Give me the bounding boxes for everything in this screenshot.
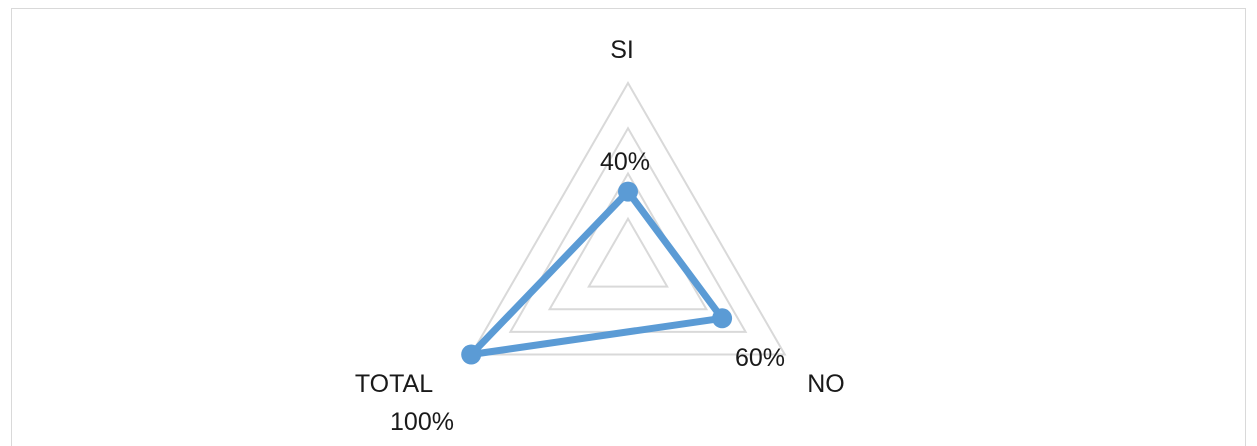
gridline-1 <box>587 216 669 288</box>
value-label-no: 60% <box>735 344 785 372</box>
series-line <box>467 188 726 358</box>
category-label-si: SI <box>610 36 634 64</box>
radar-labels: SI NO TOTAL 40% 60% 100% <box>355 36 845 436</box>
radar-grid <box>469 81 787 356</box>
radar-series <box>461 181 733 365</box>
value-label-si: 40% <box>600 148 650 176</box>
category-label-no: NO <box>807 370 845 398</box>
data-point-si <box>618 181 638 202</box>
value-label-total: 100% <box>390 408 454 436</box>
gridline-4 <box>469 81 787 356</box>
chart-frame <box>11 8 1246 446</box>
data-point-total <box>461 344 482 365</box>
category-label-total: TOTAL <box>355 370 433 398</box>
data-point-no <box>712 308 733 329</box>
